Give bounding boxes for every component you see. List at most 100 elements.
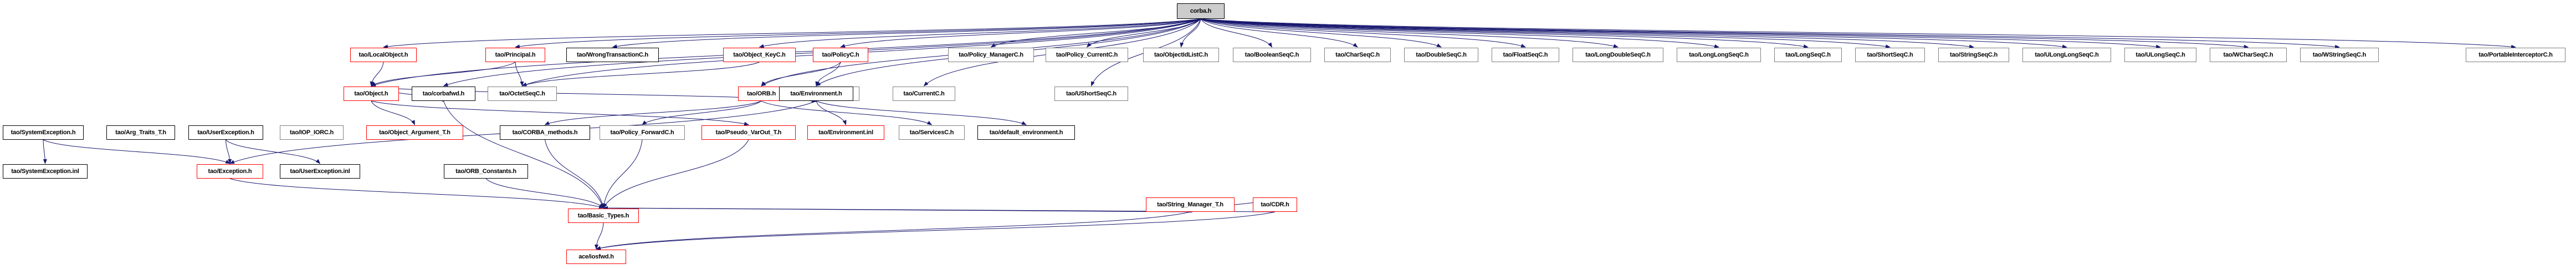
graph-edge-corba-to-object_key xyxy=(759,18,1201,48)
graph-edge-string_manager-to-basic_types xyxy=(603,206,1191,212)
graph-node-exception[interactable]: tao/Exception.h xyxy=(197,164,263,179)
graph-edge-principal-to-octetseq xyxy=(515,62,524,87)
graph-node-octetseq[interactable]: tao/OctetSeqC.h xyxy=(488,87,557,101)
graph-node-ushortseq[interactable]: tao/UShortSeqC.h xyxy=(1054,87,1128,101)
graph-node-objectidlist[interactable]: tao/ObjectIdListC.h xyxy=(1143,48,1219,62)
graph-node-wcharseq[interactable]: tao/WCharSeqC.h xyxy=(2210,48,2287,62)
graph-node-longdoubleseq[interactable]: tao/LongDoubleSeqC.h xyxy=(1573,48,1663,62)
graph-edge-policy_forward-to-basic_types xyxy=(602,139,643,209)
graph-node-basic_types[interactable]: tao/Basic_Types.h xyxy=(568,209,639,223)
graph-edge-corba-to-booleanseq xyxy=(1200,18,1273,48)
graph-node-label: tao/LongDoubleSeqC.h xyxy=(1585,51,1651,58)
graph-node-orb_constants[interactable]: tao/ORB_Constants.h xyxy=(444,164,528,179)
graph-edge-cdr-to-aceinterface xyxy=(596,211,1276,250)
graph-edge-corba-to-shortseq xyxy=(1200,18,1891,49)
graph-node-label: tao/UShortSeqC.h xyxy=(1066,90,1117,97)
graph-node-label: tao/Policy_ForwardC.h xyxy=(610,129,674,136)
graph-node-wstringseq[interactable]: tao/WStringSeqC.h xyxy=(2300,48,2379,62)
graph-edge-environment-to-default_environment xyxy=(816,100,1027,125)
graph-node-systemexception[interactable]: tao/SystemException.h xyxy=(3,125,84,140)
graph-edge-corbafwd-to-basic_types xyxy=(443,100,604,209)
graph-node-shortseq[interactable]: tao/ShortSeqC.h xyxy=(1855,48,1925,62)
graph-edge-corba-to-policy_manager xyxy=(990,18,1201,48)
graph-node-label: tao/Environment.h xyxy=(790,90,842,97)
graph-edge-corba-to-charseq xyxy=(1200,18,1358,48)
graph-node-iop_iorc[interactable]: tao/IOP_IORC.h xyxy=(280,125,344,140)
graph-edge-basic_types-to-aceinterface xyxy=(595,222,604,250)
graph-edge-corba-to-floatseq xyxy=(1200,18,1526,48)
graph-node-principal[interactable]: tao/Principal.h xyxy=(485,48,545,62)
graph-node-floatseq[interactable]: tao/FloatSeqC.h xyxy=(1492,48,1559,62)
graph-node-label: corba.h xyxy=(1190,7,1212,14)
graph-node-localobject[interactable]: tao/LocalObject.h xyxy=(350,48,417,62)
graph-node-longseq[interactable]: tao/LongSeqC.h xyxy=(1774,48,1842,62)
graph-node-aceinterface[interactable]: ace/iosfwd.h xyxy=(566,250,626,264)
graph-edge-userexception-to-exception xyxy=(226,139,232,164)
graph-node-label: tao/Pseudo_VarOut_T.h xyxy=(715,129,782,136)
graph-node-stringseq[interactable]: tao/StringSeqC.h xyxy=(1938,48,2009,62)
graph-node-policy_current[interactable]: tao/Policy_CurrentC.h xyxy=(1046,48,1128,62)
graph-node-ulongseq[interactable]: tao/ULongSeqC.h xyxy=(2124,48,2196,62)
graph-edge-corba-to-wcharseq xyxy=(1200,18,2249,49)
graph-edge-corba-to-principal xyxy=(515,18,1201,49)
graph-node-booleanseq[interactable]: tao/BooleanSeqC.h xyxy=(1233,48,1311,62)
graph-node-object_key[interactable]: tao/Object_KeyC.h xyxy=(723,48,796,62)
graph-node-environment_inl[interactable]: tao/Environment.inl xyxy=(807,125,884,140)
graph-node-default_environment[interactable]: tao/default_environment.h xyxy=(977,125,1075,140)
graph-edge-orb-to-corba_methods xyxy=(544,100,762,125)
graph-node-policy_manager[interactable]: tao/Policy_ManagerC.h xyxy=(948,48,1034,62)
graph-node-portableinterceptor[interactable]: tao/PortableInterceptorC.h xyxy=(2466,48,2565,62)
graph-node-label: tao/PolicyC.h xyxy=(822,51,859,58)
graph-node-string_manager[interactable]: tao/String_Manager_T.h xyxy=(1146,197,1235,212)
graph-node-label: tao/ORB.h xyxy=(747,90,776,97)
graph-node-label: tao/ULongSeqC.h xyxy=(2135,51,2185,58)
graph-node-userexception[interactable]: tao/UserException.h xyxy=(188,125,263,140)
graph-node-wrongtransaction[interactable]: tao/WrongTransactionC.h xyxy=(566,48,659,62)
graph-node-label: tao/CORBA_methods.h xyxy=(512,129,578,136)
graph-node-label: tao/DoubleSeqC.h xyxy=(1416,51,1467,58)
graph-node-label: tao/ORB_Constants.h xyxy=(455,168,516,175)
graph-edge-corba-to-policyc xyxy=(840,18,1201,48)
graph-edge-principal-to-object xyxy=(371,62,516,87)
graph-node-environment[interactable]: tao/Environment.h xyxy=(779,87,853,101)
graph-node-label: tao/Exception.h xyxy=(208,168,252,175)
graph-node-systemexception_inl[interactable]: tao/SystemException.inl xyxy=(3,164,88,179)
graph-node-arg_traits[interactable]: tao/Arg_Traits_T.h xyxy=(106,125,175,140)
graph-node-userexception_inl[interactable]: tao/UserException.inl xyxy=(280,164,360,179)
graph-edge-corba-to-ulongseq xyxy=(1200,18,2161,49)
graph-node-ulonglongseq[interactable]: tao/ULongLongSeqC.h xyxy=(2022,48,2111,62)
graph-node-label: tao/Object_Argument_T.h xyxy=(379,129,450,136)
graph-node-label: tao/UserException.inl xyxy=(290,168,350,175)
graph-node-pseudo_varout[interactable]: tao/Pseudo_VarOut_T.h xyxy=(701,125,796,140)
graph-edge-pseudo_varout-to-basic_types xyxy=(603,139,749,209)
graph-node-policyc[interactable]: tao/PolicyC.h xyxy=(813,48,868,62)
graph-node-label: tao/Principal.h xyxy=(495,51,536,58)
graph-node-currentc[interactable]: tao/CurrentC.h xyxy=(893,87,955,101)
graph-node-label: tao/Policy_CurrentC.h xyxy=(1056,51,1118,58)
graph-edge-environment-to-environment_inl xyxy=(816,100,847,125)
graph-edge-corba-to-wstringseq xyxy=(1200,18,2340,49)
graph-node-label: tao/CDR.h xyxy=(1261,201,1289,208)
graph-node-object[interactable]: tao/Object.h xyxy=(344,87,399,101)
graph-node-charseq[interactable]: tao/CharSeqC.h xyxy=(1324,48,1391,62)
graph-node-label: tao/FloatSeqC.h xyxy=(1503,51,1548,58)
graph-node-label: tao/WCharSeqC.h xyxy=(2223,51,2273,58)
graph-edge-userexception-to-userexception_inl xyxy=(226,139,321,164)
graph-node-doubleseq[interactable]: tao/DoubleSeqC.h xyxy=(1404,48,1478,62)
graph-node-label: ace/iosfwd.h xyxy=(578,253,614,260)
graph-node-servicesc[interactable]: tao/ServicesC.h xyxy=(899,125,965,140)
graph-node-label: tao/ObjectIdListC.h xyxy=(1154,51,1208,58)
graph-node-corbafwd[interactable]: tao/corbafwd.h xyxy=(412,87,475,101)
graph-node-corba[interactable]: corba.h xyxy=(1177,3,1225,19)
graph-node-policy_forward[interactable]: tao/Policy_ForwardC.h xyxy=(600,125,685,140)
graph-node-cdr[interactable]: tao/CDR.h xyxy=(1253,197,1297,212)
graph-node-longlongseq[interactable]: tao/LongLongSeqC.h xyxy=(1677,48,1761,62)
graph-node-label: tao/CharSeqC.h xyxy=(1335,51,1380,58)
graph-node-corba_methods[interactable]: tao/CORBA_methods.h xyxy=(500,125,590,140)
graph-node-object_argument[interactable]: tao/Object_Argument_T.h xyxy=(366,125,463,140)
graph-edge-corba-to-stringseq xyxy=(1200,18,1974,49)
graph-edge-corba-to-doubleseq xyxy=(1200,18,1442,48)
graph-edge-corba-to-localobject xyxy=(383,18,1201,49)
graph-node-label: tao/Arg_Traits_T.h xyxy=(115,129,166,136)
graph-node-orb[interactable]: tao/ORB.h xyxy=(738,87,785,101)
